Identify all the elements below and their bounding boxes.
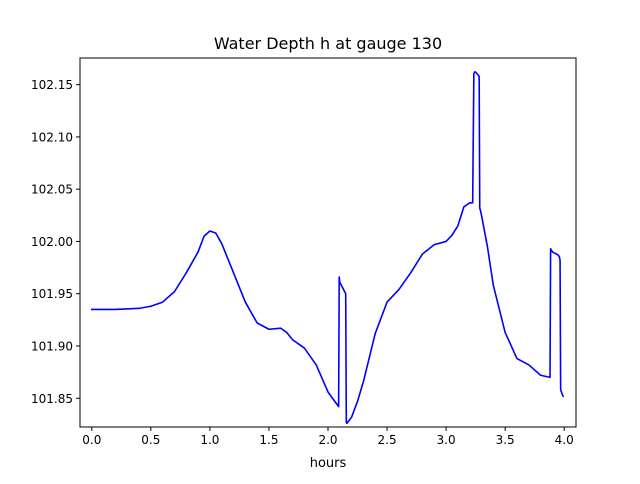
y-tick-label: 102.05 <box>31 183 73 197</box>
axes-frame <box>79 57 577 428</box>
chart-title: Water Depth h at gauge 130 <box>214 34 442 53</box>
x-tick-label: 3.5 <box>496 433 515 447</box>
x-tick-label: 2.5 <box>378 433 397 447</box>
x-tick-label: 0.5 <box>141 433 160 447</box>
x-axis-label: hours <box>310 456 347 471</box>
y-tick-label: 101.85 <box>31 392 73 406</box>
x-tick-label: 1.0 <box>200 433 219 447</box>
y-tick-label: 101.90 <box>31 339 73 353</box>
x-tick-label: 4.0 <box>555 433 574 447</box>
x-tick-label: 2.0 <box>318 433 337 447</box>
y-tick-label: 102.15 <box>31 78 73 92</box>
y-tick-label: 102.00 <box>31 235 73 249</box>
y-tick-label: 101.95 <box>31 287 73 301</box>
x-tick-label: 0.0 <box>82 433 101 447</box>
series-line-0 <box>91 71 565 425</box>
x-tick-label: 1.5 <box>259 433 278 447</box>
x-tick-label: 3.0 <box>437 433 456 447</box>
plot-area: 0.0 0.5 1.0 1.5 2.0 2.5 3.0 3.5 4.0 101.85 101.90 1… <box>31 57 577 447</box>
y-tick-label: 102.10 <box>31 130 73 144</box>
